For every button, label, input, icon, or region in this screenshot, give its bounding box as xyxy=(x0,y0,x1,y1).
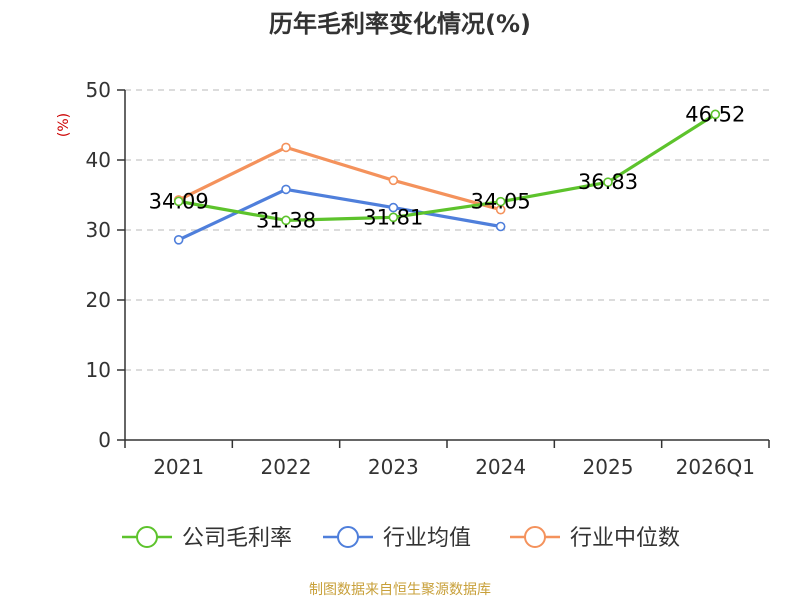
series-1-point-2023 xyxy=(388,202,399,213)
y-tick-label-40: 40 xyxy=(86,148,111,172)
x-tick-labels: 2021 2022 2023 2024 2025 2026Q1 xyxy=(153,455,755,479)
data-label-2026Q1: 46.52 xyxy=(685,102,745,126)
data-label-2023: 31.81 xyxy=(363,205,423,229)
series-0-point-2025 xyxy=(603,177,613,187)
y-tick-label-0: 0 xyxy=(98,428,111,452)
series-1-point-2021 xyxy=(173,235,184,245)
series-layer xyxy=(173,109,721,245)
series-0-point-2022 xyxy=(281,215,291,226)
series-1-point-2024 xyxy=(495,221,506,232)
series-1-point-2022 xyxy=(281,184,291,195)
legend-marker-1 xyxy=(337,526,359,548)
series-2-point-2023 xyxy=(388,175,399,186)
y-axis-label: (%) xyxy=(56,113,72,137)
y-tick-label-10: 10 xyxy=(86,358,111,382)
data-label-2021: 34.09 xyxy=(149,189,209,213)
x-tick-label-2025: 2025 xyxy=(583,455,634,479)
legend-label-2: 行业中位数 xyxy=(570,526,680,551)
legend-marker-2 xyxy=(524,526,546,548)
data-labels: 34.09 31.38 31.81 34.05 36.83 46.52 xyxy=(149,102,746,232)
x-tick-label-2024: 2024 xyxy=(475,455,526,479)
series-0-point-2024 xyxy=(495,196,506,207)
gridlines xyxy=(125,89,769,371)
series-0-point-2021 xyxy=(173,196,184,207)
y-tick-label-30: 30 xyxy=(86,218,111,242)
chart-title: 历年毛利率变化情况(%) xyxy=(269,10,531,38)
axes xyxy=(117,89,770,448)
series-0-line xyxy=(178,113,717,222)
x-tick-label-2022: 2022 xyxy=(261,455,312,479)
series-0-point-2026Q1 xyxy=(710,109,721,120)
data-label-2024: 34.05 xyxy=(471,190,531,214)
y-tick-label-50: 50 xyxy=(86,78,111,102)
legend-label-0: 公司毛利率 xyxy=(182,526,292,551)
legend: 公司毛利率 行业均值 行业中位数 xyxy=(122,526,680,551)
y-tick-labels: 0 10 20 30 40 50 xyxy=(86,78,111,452)
x-tick-label-2023: 2023 xyxy=(368,455,419,479)
data-label-2025: 36.83 xyxy=(578,170,638,194)
x-tick-label-2026Q1: 2026Q1 xyxy=(676,455,755,479)
legend-marker-0 xyxy=(136,526,158,548)
data-label-2022: 31.38 xyxy=(256,208,316,232)
series-2-line xyxy=(177,145,502,212)
x-tick-label-2021: 2021 xyxy=(153,455,204,479)
series-0-point-2023 xyxy=(388,212,399,223)
series-1-line xyxy=(177,187,501,242)
legend-label-1: 行业均值 xyxy=(383,526,471,551)
source-note: 制图数据来自恒生聚源数据库 xyxy=(309,582,491,598)
series-2-point-2022 xyxy=(281,142,291,153)
y-tick-label-20: 20 xyxy=(86,288,111,312)
